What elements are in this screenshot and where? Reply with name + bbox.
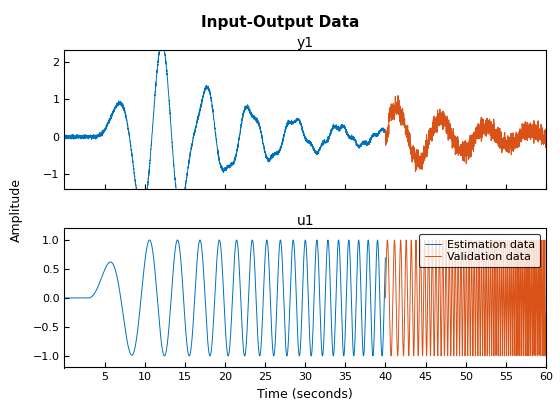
Validation data xyxy=(543,313,549,318)
Estimation data xyxy=(382,255,389,260)
Estimation data xyxy=(372,132,379,137)
Estimation data xyxy=(295,118,301,123)
Estimation data xyxy=(196,239,203,244)
Validation data xyxy=(382,130,389,135)
Line: Estimation data: Estimation data xyxy=(64,240,385,356)
Validation data xyxy=(542,353,549,358)
Validation data xyxy=(508,140,515,145)
Validation data xyxy=(456,345,463,350)
Line: Validation data: Validation data xyxy=(385,240,546,356)
Estimation data xyxy=(158,40,165,45)
Validation data xyxy=(460,147,467,152)
Estimation data xyxy=(382,129,389,134)
Line: Validation data: Validation data xyxy=(385,95,546,171)
Validation data xyxy=(543,131,549,136)
Estimation data xyxy=(199,100,206,105)
Validation data xyxy=(395,93,402,98)
Validation data xyxy=(538,142,545,147)
Estimation data xyxy=(61,134,68,139)
Validation data xyxy=(412,169,419,174)
X-axis label: Time (seconds): Time (seconds) xyxy=(258,388,353,401)
Estimation data xyxy=(372,278,379,283)
Validation data xyxy=(538,252,545,257)
Estimation data xyxy=(356,145,363,150)
Estimation data xyxy=(61,295,68,300)
Validation data xyxy=(390,103,397,108)
Estimation data xyxy=(199,247,206,252)
Legend: Estimation data, Validation data: Estimation data, Validation data xyxy=(419,234,540,267)
Estimation data xyxy=(139,210,146,215)
Estimation data xyxy=(174,237,181,242)
Line: Estimation data: Estimation data xyxy=(64,42,385,213)
Estimation data xyxy=(356,250,363,255)
Validation data xyxy=(508,315,515,320)
Estimation data xyxy=(196,110,203,115)
Validation data xyxy=(460,241,467,246)
Estimation data xyxy=(295,333,301,338)
Validation data xyxy=(382,295,389,300)
Estimation data xyxy=(213,255,220,260)
Validation data xyxy=(538,136,545,141)
Title: y1: y1 xyxy=(297,37,314,50)
Validation data xyxy=(390,255,397,260)
Validation data xyxy=(456,146,463,151)
Estimation data xyxy=(214,143,221,148)
Title: u1: u1 xyxy=(296,215,314,228)
Validation data xyxy=(538,266,545,271)
Estimation data xyxy=(340,353,347,358)
Text: Input-Output Data: Input-Output Data xyxy=(201,15,359,30)
Validation data xyxy=(443,237,450,242)
Text: Amplitude: Amplitude xyxy=(10,178,23,242)
